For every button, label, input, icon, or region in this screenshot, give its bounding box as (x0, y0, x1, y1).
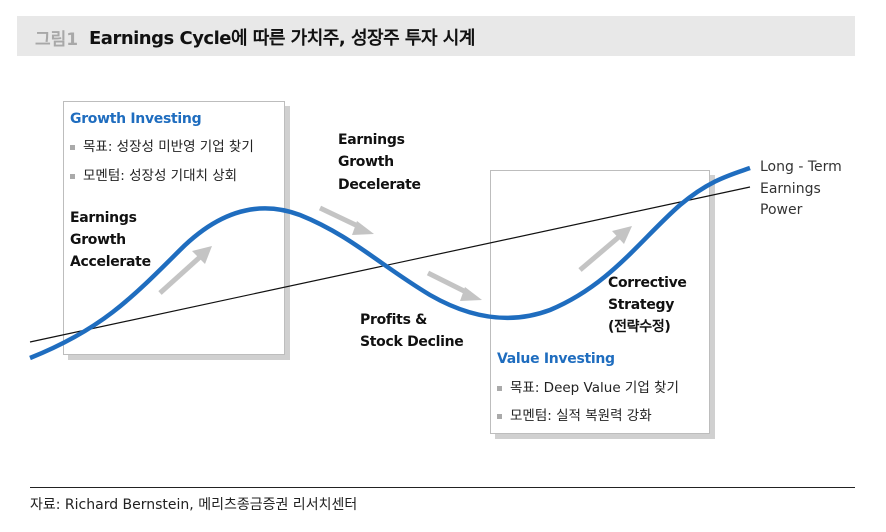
label-corrective-2: Strategy (608, 297, 675, 313)
arrow-down-decline (426, 270, 472, 297)
label-decelerate-2: Growth (338, 154, 394, 170)
arrowhead-icon (460, 287, 482, 301)
arrowhead-icon (352, 221, 374, 235)
figure-title: Earnings Cycle에 따른 가치주, 성장주 투자 시계 (89, 28, 475, 49)
label-corrective-3: (전략수정) (608, 319, 671, 335)
label-long-term-2: Earnings (760, 181, 821, 197)
long-term-trend-line (29, 186, 751, 343)
growth-bullet-momentum: 모멘텀: 성장성 기대치 상회 (70, 165, 237, 187)
label-long-term-3: Power (760, 202, 803, 218)
growth-investing-title: Growth Investing (70, 111, 202, 127)
arrowhead-icon (192, 246, 212, 264)
label-decline-2: Stock Decline (360, 334, 464, 350)
figure-number: 그림1 (35, 30, 79, 50)
figure-header: 그림1 Earnings Cycle에 따른 가치주, 성장주 투자 시계 (17, 16, 855, 56)
earnings-cycle-curve (29, 165, 751, 361)
value-bullet-momentum: 모멘텀: 실적 복원력 강화 (497, 405, 652, 427)
label-accelerate-3: Accelerate (70, 254, 151, 270)
value-investing-title: Value Investing (497, 351, 615, 367)
label-long-term-1: Long - Term (760, 159, 842, 175)
source-note: 자료: Richard Bernstein, 메리츠종금증권 리서치센터 (30, 497, 358, 513)
growth-bullet-goal: 목표: 성장성 미반영 기업 찾기 (70, 136, 254, 158)
label-decelerate-3: Decelerate (338, 177, 421, 193)
arrowhead-icon (612, 226, 632, 244)
label-corrective-1: Corrective (608, 275, 687, 291)
label-decline-1: Profits & (360, 312, 428, 328)
footer-divider (30, 487, 855, 488)
arrow-down-decelerate (318, 205, 364, 231)
label-accelerate-1: Earnings (70, 210, 137, 226)
value-bullet-goal: 목표: Deep Value 기업 찾기 (497, 377, 679, 399)
label-decelerate-1: Earnings (338, 132, 405, 148)
label-accelerate-2: Growth (70, 232, 126, 248)
arrow-up-growth (158, 255, 202, 295)
arrow-up-corrective (578, 234, 622, 272)
